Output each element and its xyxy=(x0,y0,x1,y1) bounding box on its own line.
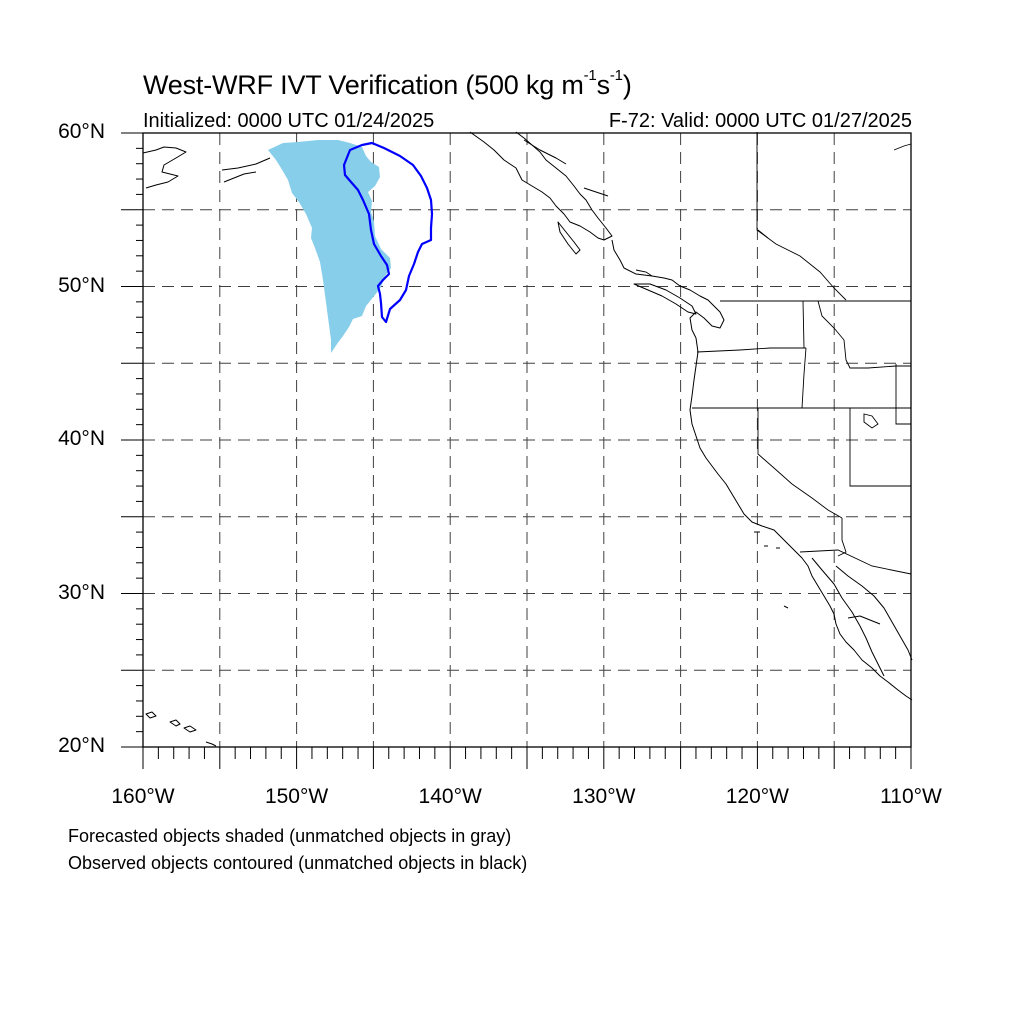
lat-label: 50°N xyxy=(58,273,105,297)
political-borders xyxy=(635,132,912,575)
coastlines xyxy=(142,131,913,747)
lat-label: 30°N xyxy=(58,580,105,604)
lon-label: 160°W xyxy=(111,785,175,808)
initialized-label: Initialized: 0000 UTC 01/24/2025 xyxy=(143,110,435,132)
map-frame xyxy=(142,132,912,748)
observed-note: Observed objects contoured (unmatched ob… xyxy=(68,853,528,873)
lon-label: 130°W xyxy=(572,785,636,808)
map-title: West-WRF IVT Verification (500 kg m-1s-1… xyxy=(143,67,632,100)
lon-label: 140°W xyxy=(418,785,482,808)
forecast-object xyxy=(268,140,391,353)
valid-time-label: F-72: Valid: 0000 UTC 01/27/2025 xyxy=(608,110,912,132)
axis-ticks xyxy=(121,132,912,769)
lat-label: 60°N xyxy=(58,120,105,143)
lat-label: 20°N xyxy=(58,734,105,757)
lat-lon-grid xyxy=(143,133,911,747)
lon-label: 110°W xyxy=(880,785,942,808)
lat-label: 40°N xyxy=(58,427,105,450)
observed-object-contour xyxy=(342,141,434,324)
lon-label: 150°W xyxy=(264,785,329,808)
lon-label: 120°W xyxy=(725,785,790,808)
forecast-note: Forecasted objects shaded (unmatched obj… xyxy=(68,826,512,846)
